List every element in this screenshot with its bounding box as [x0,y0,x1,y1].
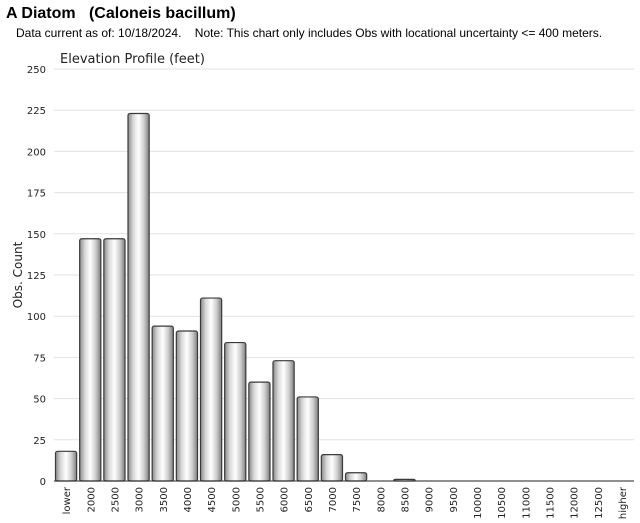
y-tick-label: 250 [27,65,46,76]
x-tick-label: 9000 [425,487,436,512]
bar-6500 [296,396,319,482]
gridlines [54,68,634,441]
bar-7500 [344,472,368,482]
x-tick-label: 8000 [376,487,387,512]
x-tick-label: 4500 [207,487,218,512]
x-tick-label: 3000 [135,487,146,512]
x-tick-label: 10500 [497,487,508,519]
x-tick-label: lower [62,486,73,514]
x-tick-label: higher [618,486,629,519]
x-tick-label: 7000 [328,487,339,512]
x-tick-label: 11500 [545,487,556,519]
chart-header-title: A Diatom (Caloneis bacillum) [6,5,236,22]
bar-3000 [127,112,150,482]
x-tick-label: 10000 [473,487,484,519]
x-tick-label: 9500 [449,487,460,512]
bar-6000 [272,360,295,482]
chart-title: Elevation Profile (feet) [60,52,205,67]
x-tick-label: 6000 [280,487,291,512]
bar-2500 [103,238,126,482]
x-tick-label: 11000 [521,487,532,519]
x-tick-label: 4000 [183,487,194,512]
bar-lower [54,450,78,482]
x-tick-label: 3500 [159,487,170,512]
x-tick-label: 5000 [231,487,242,512]
y-tick-label: 200 [27,147,46,158]
y-axis-label: Obs. Count [11,241,25,308]
y-tick-label: 50 [33,395,46,406]
bars [54,112,416,482]
y-tick-label: 175 [27,189,46,200]
bar-5000 [224,341,247,482]
x-tick-label: 2000 [86,487,97,512]
y-tick-label: 100 [27,312,46,323]
y-tick-label: 25 [33,436,46,447]
axes: 0 25 50 75 100 125 150 175 200 225 250 lower 2000 250… [27,65,634,519]
x-tick-label: 5500 [255,487,266,512]
x-tick-label: 12000 [570,487,581,519]
bar-7000 [320,454,344,482]
chart-header-subtitle: Data current as of: 10/18/2024. Note: Th… [16,26,603,40]
y-tick-label: 75 [33,353,46,364]
bar-4500 [199,297,223,482]
y-tick-label: 125 [27,271,46,282]
x-tick-label: 6500 [304,487,315,512]
x-tick-label: 12500 [594,487,605,519]
bar-3500 [151,325,174,482]
y-tick-label: 0 [40,477,46,488]
x-tick-label: 7500 [352,487,363,512]
bar-2000 [79,238,102,482]
y-tick-label: 225 [27,106,46,117]
x-tick-label: 8500 [400,487,411,512]
y-tick-label: 150 [27,230,46,241]
bar-4000 [175,330,199,482]
bar-5500 [248,381,271,482]
x-tick-label: 2500 [110,487,121,512]
